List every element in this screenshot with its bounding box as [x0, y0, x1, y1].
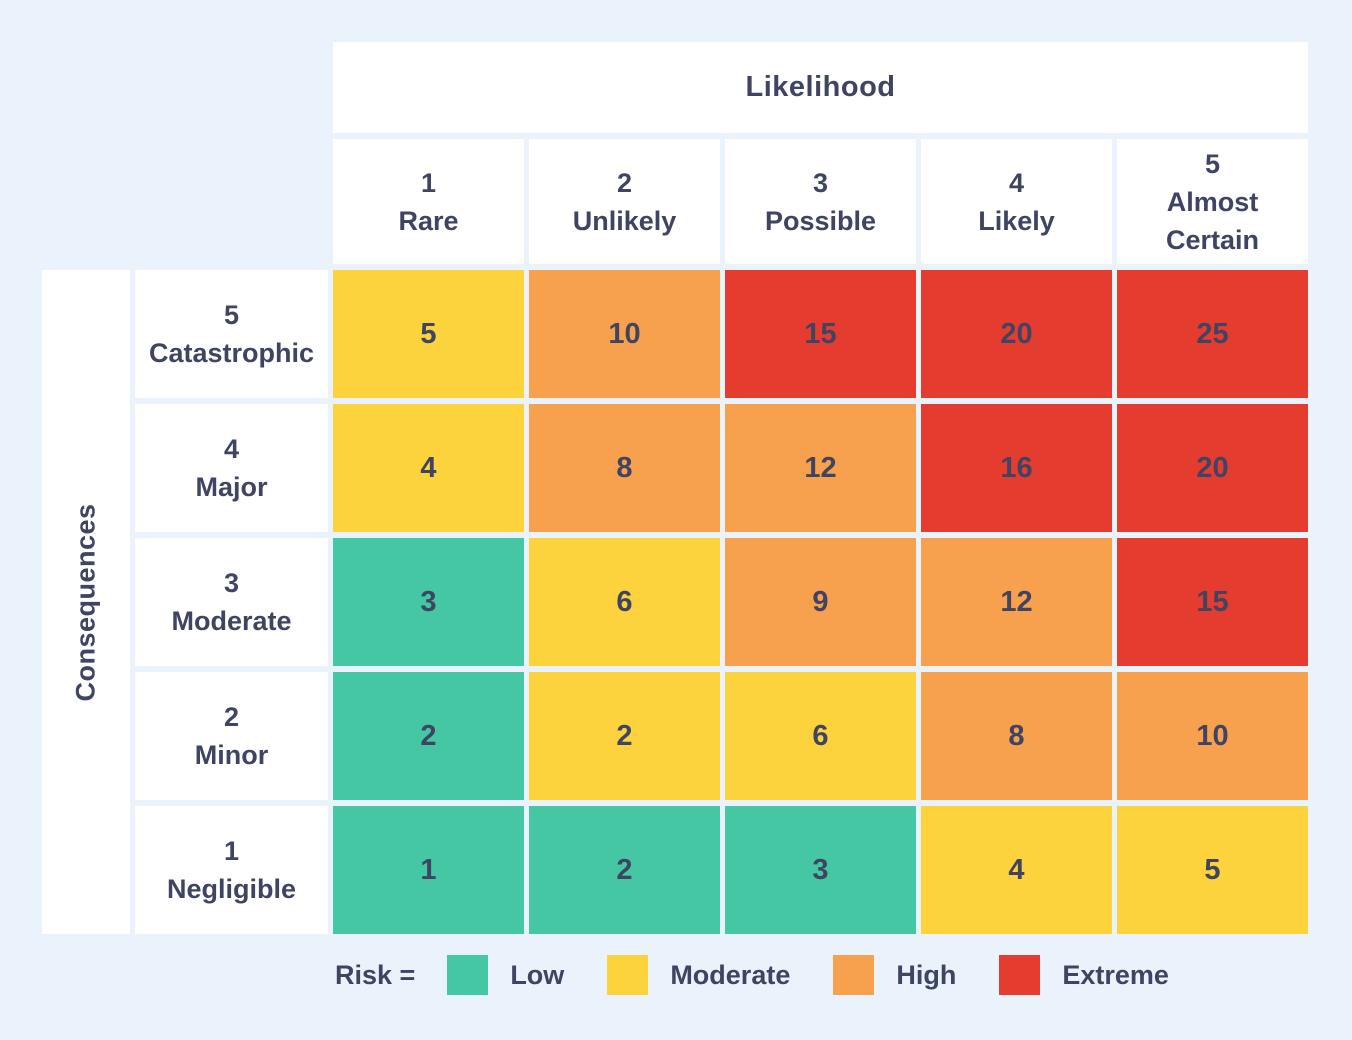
legend-label: Extreme: [1062, 959, 1169, 990]
matrix-cell-value: 8: [616, 451, 633, 484]
consequences-axis-title-text: Consequences: [70, 502, 101, 702]
legend-item-extreme: Extreme: [999, 955, 1169, 995]
matrix-cell-value: 12: [1000, 585, 1033, 618]
matrix-cell-value: 8: [1008, 719, 1025, 752]
matrix-cell-value: 12: [804, 451, 837, 484]
consequence-header-1-label: Negligible: [166, 874, 296, 904]
matrix-cell-c5-l2: 10: [529, 270, 720, 398]
legend-item-high: High: [833, 955, 956, 995]
likelihood-axis-title: Likelihood: [333, 42, 1308, 133]
matrix-cell-value: 1: [420, 853, 437, 886]
matrix-cell-c1-l4: 4: [921, 806, 1112, 934]
matrix-cell-c5-l3: 15: [725, 270, 916, 398]
matrix-cell-c3-l3: 9: [725, 538, 916, 666]
matrix-cell-c3-l5: 15: [1117, 538, 1308, 666]
likelihood-header-5: 5 Almost Certain: [1117, 139, 1308, 264]
risk-legend: Risk = Low Moderate High Extreme: [335, 953, 1212, 997]
consequence-header-3: 3 Moderate: [135, 538, 328, 666]
likelihood-header-4-number: 4: [1008, 167, 1025, 198]
matrix-cell-value: 10: [608, 317, 641, 350]
consequence-header-5-label: Catastrophic: [148, 338, 315, 368]
consequence-header-4-label: Major: [195, 472, 268, 502]
matrix-cell-c5-l4: 20: [921, 270, 1112, 398]
matrix-cell-c4-l1: 4: [333, 404, 524, 532]
likelihood-header-1: 1 Rare: [333, 139, 524, 264]
matrix-cell-c2-l5: 10: [1117, 672, 1308, 800]
likelihood-header-3: 3 Possible: [725, 139, 916, 264]
matrix-cell-value: 16: [1000, 451, 1033, 484]
matrix-cell-c4-l5: 20: [1117, 404, 1308, 532]
legend-label: High: [896, 959, 957, 990]
likelihood-header-2-label: Unlikely: [572, 205, 677, 236]
matrix-cell-value: 4: [420, 451, 437, 484]
likelihood-header-4-label: Likely: [978, 205, 1055, 236]
consequences-axis-title: Consequences: [42, 270, 130, 934]
matrix-cell-value: 6: [616, 585, 633, 618]
matrix-cell-value: 6: [812, 719, 829, 752]
matrix-cell-c2-l1: 2: [333, 672, 524, 800]
legend-prefix: Risk =: [335, 959, 416, 990]
matrix-cell-value: 15: [804, 317, 837, 350]
matrix-cell-value: 25: [1196, 317, 1229, 350]
legend-swatch-low: [447, 955, 489, 995]
likelihood-header-1-label: Rare: [398, 205, 459, 236]
matrix-cell-value: 5: [1204, 853, 1221, 886]
matrix-cell-value: 4: [1008, 853, 1025, 886]
likelihood-header-5-label: Almost Certain: [1165, 186, 1260, 255]
likelihood-header-4: 4 Likely: [921, 139, 1112, 264]
matrix-cell-c1-l2: 2: [529, 806, 720, 934]
consequence-header-2-number: 2: [223, 702, 240, 732]
matrix-cell-c1-l5: 5: [1117, 806, 1308, 934]
consequence-header-1: 1 Negligible: [135, 806, 328, 934]
likelihood-header-2-number: 2: [616, 167, 633, 198]
consequence-header-3-number: 3: [223, 568, 240, 598]
matrix-cell-c2-l4: 8: [921, 672, 1112, 800]
matrix-cell-value: 2: [420, 719, 437, 752]
likelihood-header-2: 2 Unlikely: [529, 139, 720, 264]
legend-label: Moderate: [670, 959, 791, 990]
matrix-cell-c4-l3: 12: [725, 404, 916, 532]
matrix-cell-value: 9: [812, 585, 829, 618]
legend-swatch-high: [833, 955, 875, 995]
matrix-cell-c1-l1: 1: [333, 806, 524, 934]
matrix-cell-value: 10: [1196, 719, 1229, 752]
matrix-cell-c2-l3: 6: [725, 672, 916, 800]
matrix-cell-value: 2: [616, 719, 633, 752]
likelihood-header-3-label: Possible: [764, 205, 877, 236]
consequence-header-2: 2 Minor: [135, 672, 328, 800]
matrix-cell-value: 15: [1196, 585, 1229, 618]
risk-matrix-grid: Likelihood Consequences 1 Rare 2 Unlikely 3 P…: [42, 42, 1308, 934]
consequence-header-1-number: 1: [223, 836, 240, 866]
matrix-cell-value: 3: [420, 585, 437, 618]
legend-item-moderate: Moderate: [607, 955, 790, 995]
matrix-cell-c3-l4: 12: [921, 538, 1112, 666]
legend-swatch-extreme: [999, 955, 1041, 995]
consequence-header-4: 4 Major: [135, 404, 328, 532]
likelihood-header-5-number: 5: [1204, 148, 1221, 179]
matrix-cell-c3-l1: 3: [333, 538, 524, 666]
consequence-header-2-label: Minor: [194, 740, 269, 770]
matrix-cell-c4-l2: 8: [529, 404, 720, 532]
consequence-header-4-number: 4: [223, 434, 240, 464]
matrix-cell-c5-l1: 5: [333, 270, 524, 398]
matrix-cell-c1-l3: 3: [725, 806, 916, 934]
matrix-cell-value: 3: [812, 853, 829, 886]
matrix-cell-c2-l2: 2: [529, 672, 720, 800]
legend-swatch-moderate: [607, 955, 649, 995]
matrix-cell-c4-l4: 16: [921, 404, 1112, 532]
matrix-cell-c3-l2: 6: [529, 538, 720, 666]
matrix-cell-c5-l5: 25: [1117, 270, 1308, 398]
matrix-cell-value: 20: [1196, 451, 1229, 484]
legend-label: Low: [510, 959, 565, 990]
consequence-header-5-number: 5: [223, 300, 240, 330]
legend-item-low: Low: [447, 955, 564, 995]
matrix-cell-value: 20: [1000, 317, 1033, 350]
matrix-cell-value: 5: [420, 317, 437, 350]
likelihood-header-1-number: 1: [420, 167, 437, 198]
consequence-header-5: 5 Catastrophic: [135, 270, 328, 398]
likelihood-header-3-number: 3: [812, 167, 829, 198]
matrix-cell-value: 2: [616, 853, 633, 886]
consequence-header-3-label: Moderate: [171, 606, 292, 636]
